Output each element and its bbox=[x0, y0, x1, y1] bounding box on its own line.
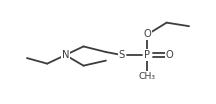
Text: O: O bbox=[166, 50, 174, 60]
Text: CH₃: CH₃ bbox=[139, 72, 156, 81]
Text: O: O bbox=[144, 29, 151, 39]
Text: N: N bbox=[62, 50, 69, 60]
Text: P: P bbox=[145, 50, 151, 60]
Text: S: S bbox=[119, 50, 125, 60]
